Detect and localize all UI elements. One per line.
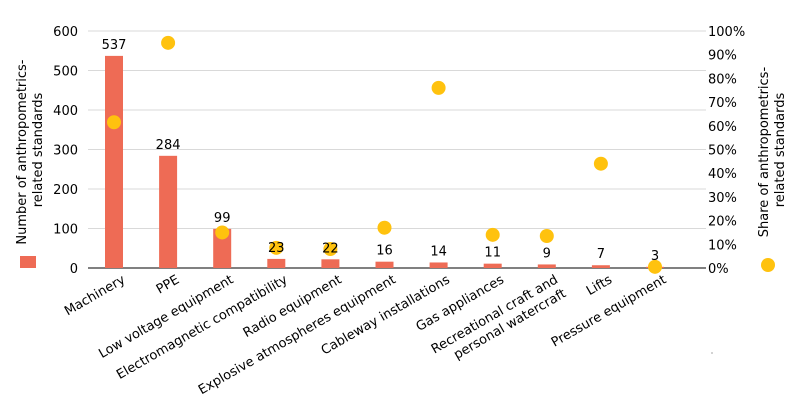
bar-data-label: 7 <box>597 247 605 262</box>
share-point <box>269 240 284 255</box>
bar-data-labels: 537 284 99 23 22 16 14 11 9 7 3 <box>102 38 660 264</box>
category-label-line: Explosive atmospheres equipment <box>196 272 399 398</box>
left-axis-title-line-1: Number of anthropometrics- <box>15 59 30 244</box>
right-tick-label: 30% <box>708 191 737 206</box>
left-tick-label: 600 <box>53 25 78 40</box>
category-label-line: Machinery <box>62 272 128 319</box>
stray-dot <box>711 352 713 354</box>
right-tick-label: 100% <box>708 25 745 40</box>
category-label: PPE <box>154 272 182 297</box>
bar-data-label: 99 <box>214 211 231 226</box>
share-point <box>539 229 554 244</box>
right-tick-label: 40% <box>708 167 737 182</box>
category-label: Lifts <box>584 272 615 299</box>
right-axis-title-line-2: related standards <box>773 93 788 208</box>
bar-data-label: 537 <box>102 38 127 53</box>
category-label: Explosive atmospheres equipment <box>196 272 399 398</box>
share-point <box>377 220 392 235</box>
left-tick-label: 400 <box>53 104 78 119</box>
right-tick-label: 0% <box>708 262 729 277</box>
bar-data-label: 284 <box>156 138 181 153</box>
bar <box>159 155 178 268</box>
right-tick-label: 80% <box>708 72 737 87</box>
bar <box>375 261 394 268</box>
share-point <box>431 80 446 95</box>
bar <box>537 264 556 268</box>
right-tick-label: 70% <box>708 96 737 111</box>
bar-data-label: 16 <box>376 244 393 259</box>
share-point <box>161 35 176 50</box>
share-point <box>593 156 608 171</box>
right-tick-label: 60% <box>708 120 737 135</box>
left-tick-label: 300 <box>53 144 78 159</box>
left-axis-title: Number of anthropometrics- related stand… <box>15 55 46 244</box>
right-tick-label: 50% <box>708 144 737 159</box>
share-point <box>215 225 230 240</box>
bar <box>105 55 123 269</box>
left-axis-title-line-2: related standards <box>31 93 46 208</box>
bar <box>591 265 610 268</box>
right-axis-title: Share of anthropometrics- related standa… <box>757 63 788 238</box>
share-point <box>648 259 662 274</box>
bar-data-label: 9 <box>543 246 551 261</box>
bar-data-label: 22 <box>322 241 339 256</box>
bar <box>483 263 502 268</box>
gridlines <box>88 30 706 269</box>
bar <box>267 258 286 268</box>
share-point <box>107 115 121 130</box>
category-label-line: Lifts <box>584 272 615 299</box>
left-tick-label: 500 <box>53 65 78 80</box>
left-tick-label: 0 <box>70 262 78 277</box>
legend-dot-marker <box>761 258 775 272</box>
category-label-line: PPE <box>154 272 182 297</box>
bar-data-label: 23 <box>268 241 285 256</box>
bar-data-label: 11 <box>484 246 501 261</box>
legend-bar-marker <box>20 256 36 268</box>
left-tick-label: 200 <box>53 183 78 198</box>
right-tick-label: 10% <box>708 238 737 253</box>
bar-data-label: 14 <box>430 244 447 259</box>
right-tick-label: 90% <box>708 49 737 64</box>
dot-series <box>107 35 662 274</box>
right-axis-ticks: 0% 10% 20% 30% 40% 50% 60% 70% 80% 90% 100% <box>708 25 745 277</box>
bar-series <box>105 55 664 269</box>
bar-data-label: 3 <box>651 249 659 264</box>
category-label: Machinery <box>62 272 128 319</box>
left-axis-ticks: 0 100 200 300 400 500 600 <box>53 25 78 277</box>
bar <box>321 259 340 268</box>
bar <box>429 262 448 268</box>
bar <box>213 228 232 268</box>
share-point <box>323 242 338 257</box>
right-tick-label: 20% <box>708 215 737 230</box>
left-tick-label: 100 <box>53 223 78 238</box>
share-point <box>485 227 500 242</box>
right-axis-title-line-1: Share of anthropometrics- <box>757 67 772 238</box>
